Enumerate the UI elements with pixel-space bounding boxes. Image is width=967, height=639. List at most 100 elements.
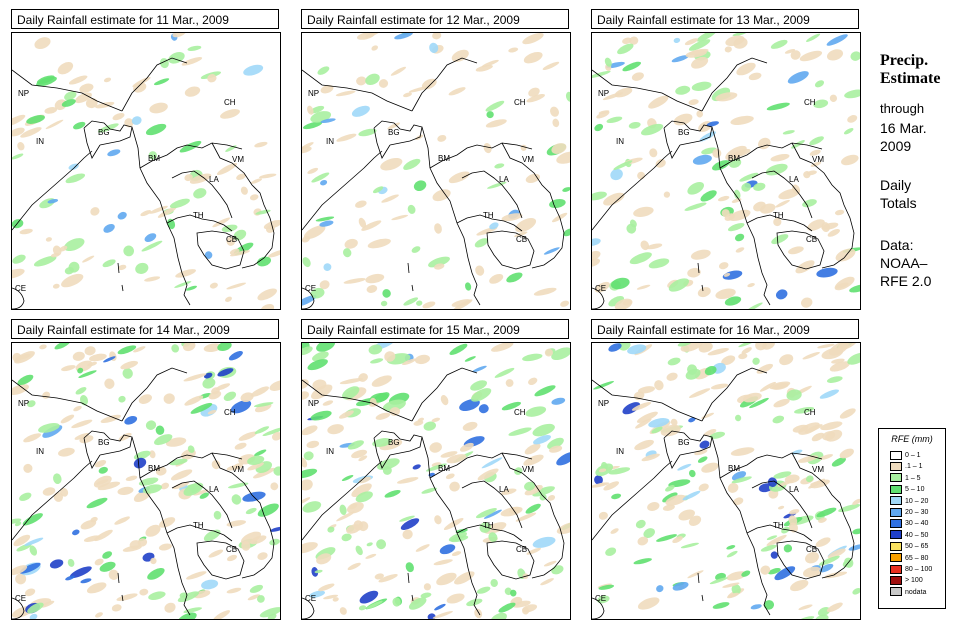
country-label-cb: CB bbox=[516, 235, 527, 244]
rainfall-patch bbox=[828, 343, 849, 356]
rainfall-map: NP CH IN BG BM VM LA TH CB CE bbox=[11, 342, 281, 620]
rainfall-patch bbox=[741, 182, 752, 192]
rainfall-patch bbox=[501, 213, 523, 222]
rainfall-patch bbox=[47, 198, 59, 204]
rainfall-patch bbox=[730, 447, 755, 456]
rainfall-patch bbox=[637, 597, 660, 610]
rainfall-patch bbox=[85, 98, 98, 109]
country-boundary bbox=[719, 142, 823, 169]
rainfall-patch bbox=[506, 272, 523, 283]
country-boundary bbox=[117, 572, 124, 602]
rainfall-patch bbox=[256, 256, 272, 267]
rainfall-patch bbox=[359, 590, 379, 604]
rainfall-patch bbox=[423, 583, 432, 591]
rainfall-patch bbox=[95, 612, 103, 618]
rainfall-patch bbox=[125, 475, 138, 481]
country-label-cb: CB bbox=[226, 235, 237, 244]
rainfall-patch bbox=[312, 351, 329, 362]
rainfall-patch bbox=[217, 368, 234, 377]
rainfall-patch bbox=[145, 420, 157, 430]
legend-item: .1 – 1 bbox=[890, 461, 923, 472]
rainfall-patch bbox=[643, 528, 655, 539]
rainfall-patch bbox=[451, 551, 462, 557]
country-label-la: LA bbox=[789, 175, 799, 184]
country-label-bm: BM bbox=[438, 464, 450, 473]
rainfall-patch bbox=[665, 484, 675, 492]
rainfall-patch bbox=[120, 360, 139, 370]
rainfall-patch bbox=[381, 194, 399, 203]
rainfall-patch bbox=[371, 45, 378, 51]
rainfall-patch bbox=[459, 398, 480, 412]
country-boundary bbox=[501, 142, 565, 269]
rainfall-patch bbox=[138, 477, 159, 486]
legend-item: nodata bbox=[890, 587, 926, 598]
rainfall-patch bbox=[515, 512, 537, 522]
country-label-np: NP bbox=[598, 399, 609, 408]
country-label-ce: CE bbox=[595, 284, 606, 293]
legend-label: 65 – 80 bbox=[905, 554, 929, 562]
rainfall-patch bbox=[446, 454, 467, 464]
legend-item: 80 – 100 bbox=[890, 564, 932, 575]
rainfall-patch bbox=[841, 154, 859, 166]
rainfall-patch bbox=[464, 282, 472, 291]
country-label-ce: CE bbox=[15, 284, 26, 293]
rainfall-patch bbox=[320, 118, 336, 123]
rainfall-patch bbox=[760, 544, 777, 552]
rainfall-patch bbox=[12, 254, 26, 264]
rainfall-patch bbox=[158, 543, 172, 551]
totals-line-1: Daily bbox=[880, 177, 912, 193]
rainfall-patch bbox=[522, 353, 543, 362]
rainfall-patch bbox=[826, 49, 844, 61]
rainfall-patch bbox=[257, 288, 277, 301]
rainfall-patch bbox=[838, 503, 860, 513]
country-label-la: LA bbox=[209, 175, 219, 184]
rainfall-patch bbox=[302, 142, 314, 150]
rainfall-patch bbox=[440, 395, 449, 406]
rainfall-patch bbox=[365, 553, 377, 559]
rainfall-patch bbox=[560, 300, 570, 307]
rainfall-patch bbox=[852, 498, 860, 506]
rainfall-patch bbox=[795, 260, 815, 274]
rainfall-patch bbox=[827, 229, 840, 237]
rainfall-patch bbox=[174, 281, 192, 288]
country-boundary bbox=[776, 540, 825, 580]
rainfall-patch bbox=[355, 491, 373, 503]
rainfall-patch bbox=[668, 278, 690, 292]
rainfall-patch bbox=[627, 344, 647, 355]
rainfall-patch bbox=[346, 524, 361, 534]
rainfall-patch bbox=[226, 554, 238, 562]
rainfall-patch bbox=[464, 356, 476, 362]
rainfall-patch bbox=[494, 163, 505, 169]
rainfall-patch bbox=[124, 416, 138, 425]
rainfall-patch bbox=[72, 351, 85, 361]
rainfall-patch bbox=[663, 191, 671, 198]
rainfall-patch bbox=[788, 522, 799, 533]
rainfall-patch bbox=[501, 488, 517, 495]
legend-item: 30 – 40 bbox=[890, 518, 928, 529]
rainfall-patch bbox=[302, 257, 311, 268]
rainfall-patch bbox=[598, 584, 615, 590]
data-line-2: NOAA– bbox=[880, 255, 928, 271]
rainfall-patch bbox=[475, 508, 497, 519]
rainfall-patch bbox=[852, 588, 860, 595]
rainfall-patch bbox=[184, 86, 201, 97]
rainfall-patch bbox=[257, 595, 265, 603]
rainfall-patch bbox=[646, 243, 663, 250]
rainfall-patch bbox=[259, 173, 277, 179]
rainfall-patch bbox=[104, 378, 115, 389]
legend-swatch bbox=[890, 484, 902, 494]
country-label-in: IN bbox=[36, 447, 44, 456]
rainfall-patch bbox=[379, 439, 403, 451]
country-boundary bbox=[171, 170, 233, 219]
panel-title: Daily Rainfall estimate for 16 Mar., 200… bbox=[591, 319, 859, 339]
rainfall-patch bbox=[670, 418, 678, 426]
rainfall-patch bbox=[763, 600, 775, 610]
country-boundary bbox=[302, 597, 315, 619]
legend-swatch bbox=[890, 519, 902, 529]
rainfall-patch bbox=[99, 561, 116, 572]
rainfall-patch bbox=[824, 571, 848, 579]
rainfall-patch bbox=[505, 379, 514, 387]
rainfall-patch bbox=[233, 463, 244, 470]
rainfall-patch bbox=[722, 582, 740, 588]
rainfall-patch bbox=[766, 534, 787, 546]
